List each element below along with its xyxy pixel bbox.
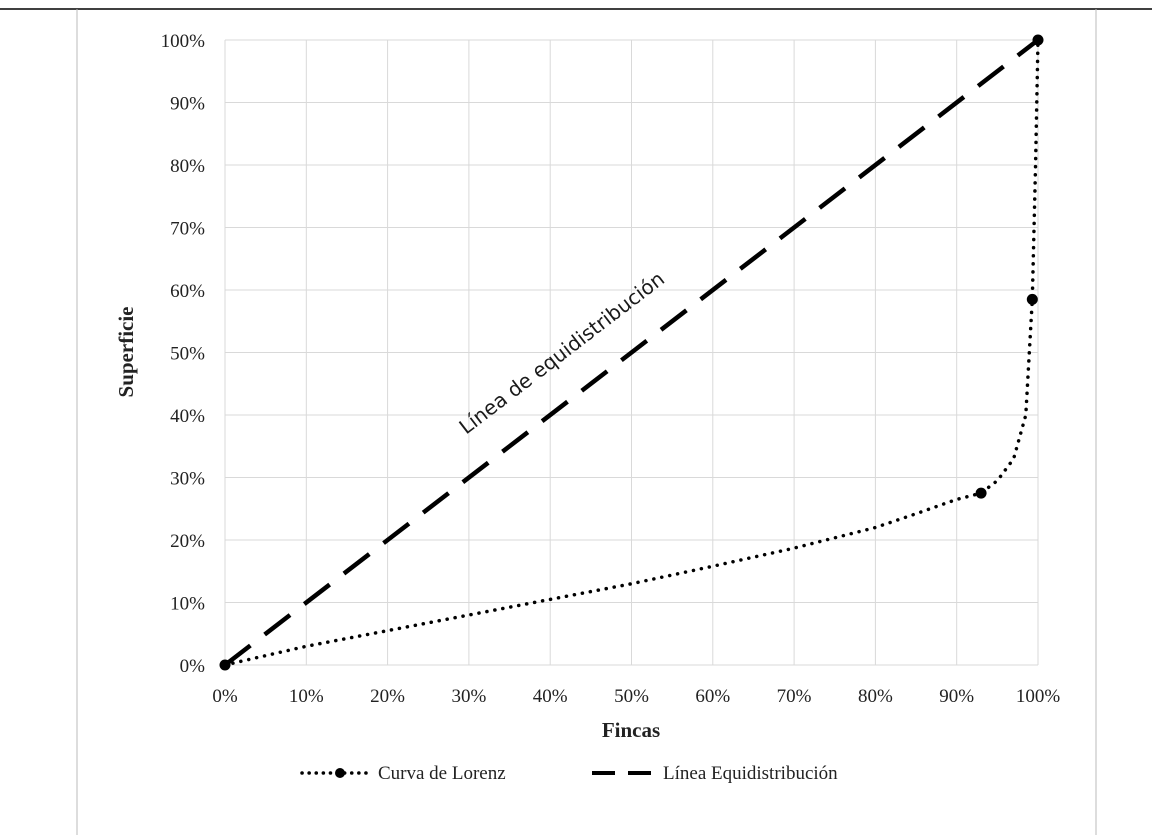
y-tick-label: 90% [170,94,205,115]
x-tick-labels: 0% 10% 20% 30% 40% 50% 60% 70% 80% 90% 100% [212,686,1060,707]
y-tick-label: 10% [170,594,205,615]
series-layer [219,34,1044,671]
lorenz-marker-point [1026,293,1038,305]
x-tick-label: 70% [777,686,812,707]
legend-lorenz-label: Curva de Lorenz [378,763,506,784]
y-tick-label: 80% [170,156,205,177]
x-tick-label: 50% [614,686,649,707]
legend-item-equidistribution: Línea Equidistribución [592,763,838,784]
lorenz-marker-point [975,487,987,499]
x-tick-label: 0% [212,686,238,707]
y-axis-title: Superficie [114,307,138,398]
x-tick-label: 40% [533,686,568,707]
y-tick-label: 70% [170,219,205,240]
legend-lorenz-marker [335,768,345,778]
x-tick-label: 100% [1016,686,1061,707]
x-tick-label: 20% [370,686,405,707]
x-tick-label: 30% [451,686,486,707]
legend: Curva de Lorenz Línea Equidistribución [300,763,838,784]
y-tick-label: 40% [170,406,205,427]
y-tick-label: 0% [180,656,206,677]
y-tick-label: 20% [170,531,205,552]
legend-item-lorenz: Curva de Lorenz [300,763,506,784]
series-line-lorenz [223,38,1040,667]
x-tick-label: 10% [289,686,324,707]
x-axis-title: Fincas [602,718,660,742]
legend-equidistribution-label: Línea Equidistribución [663,763,838,784]
y-tick-label: 50% [170,344,205,365]
x-tick-label: 60% [695,686,730,707]
grid [224,39,1039,666]
y-tick-label: 100% [161,31,206,52]
x-tick-label: 90% [939,686,974,707]
y-tick-label: 60% [170,281,205,302]
series-line-equidistribution [223,38,1040,667]
x-tick-label: 80% [858,686,893,707]
y-tick-label: 30% [170,469,205,490]
y-tick-labels: 0% 10% 20% 30% 40% 50% 60% 70% 80% 90% 100% [161,31,206,677]
lorenz-marker-point [219,659,231,671]
lorenz-marker-point [1032,34,1044,46]
